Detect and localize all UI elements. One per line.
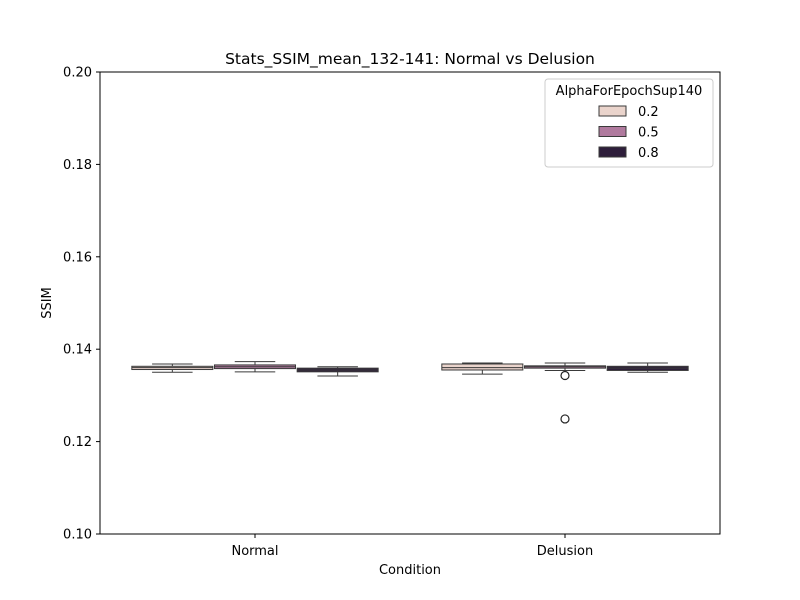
y-tick-label: 0.18 xyxy=(63,158,92,173)
x-tick-label-delusion: Delusion xyxy=(537,544,593,559)
box-normal-alpha-0.8 xyxy=(296,366,379,377)
x-axis-label: Condition xyxy=(379,563,441,578)
axes-frame xyxy=(99,71,721,535)
y-tick-label: 0.16 xyxy=(63,250,92,265)
legend-title: AlphaForEpochSup140 xyxy=(556,84,703,99)
y-axis-label: SSIM xyxy=(40,287,55,319)
legend-label-0.5: 0.5 xyxy=(638,126,659,141)
outlier-point xyxy=(560,414,570,424)
legend-swatch-0.5 xyxy=(598,126,627,137)
legend-swatch-0.2 xyxy=(598,105,627,117)
box-iqr xyxy=(441,363,524,371)
x-axis: Normal Delusion xyxy=(231,534,593,559)
legend-label-0.8: 0.8 xyxy=(638,146,659,161)
chart-title: Stats_SSIM_mean_132-141: Normal vs Delus… xyxy=(225,50,595,69)
legend-swatch-0.8 xyxy=(598,146,627,158)
box-delusion-alpha-0.2 xyxy=(441,362,524,375)
box-normal-alpha-0.2 xyxy=(131,363,214,373)
box-delusion-alpha-0.5 xyxy=(523,362,607,424)
y-tick-label: 0.10 xyxy=(63,528,92,543)
legend-frame xyxy=(544,78,714,168)
plot-area xyxy=(131,361,689,424)
y-tick-label: 0.12 xyxy=(63,435,92,450)
y-axis: 0.10 0.12 0.14 0.16 0.18 0.20 xyxy=(63,66,100,543)
legend-label-0.2: 0.2 xyxy=(638,105,659,120)
legend-entries: 0.2 0.5 0.8 xyxy=(598,105,659,161)
outlier-point xyxy=(560,370,570,381)
box-delusion-alpha-0.8 xyxy=(606,362,689,373)
y-tick-label: 0.20 xyxy=(63,66,92,81)
x-tick-label-normal: Normal xyxy=(231,544,278,559)
box-normal-alpha-0.5 xyxy=(213,361,297,373)
y-tick-label: 0.14 xyxy=(63,343,92,358)
legend: AlphaForEpochSup140 0.2 0.5 0.8 xyxy=(544,78,714,168)
